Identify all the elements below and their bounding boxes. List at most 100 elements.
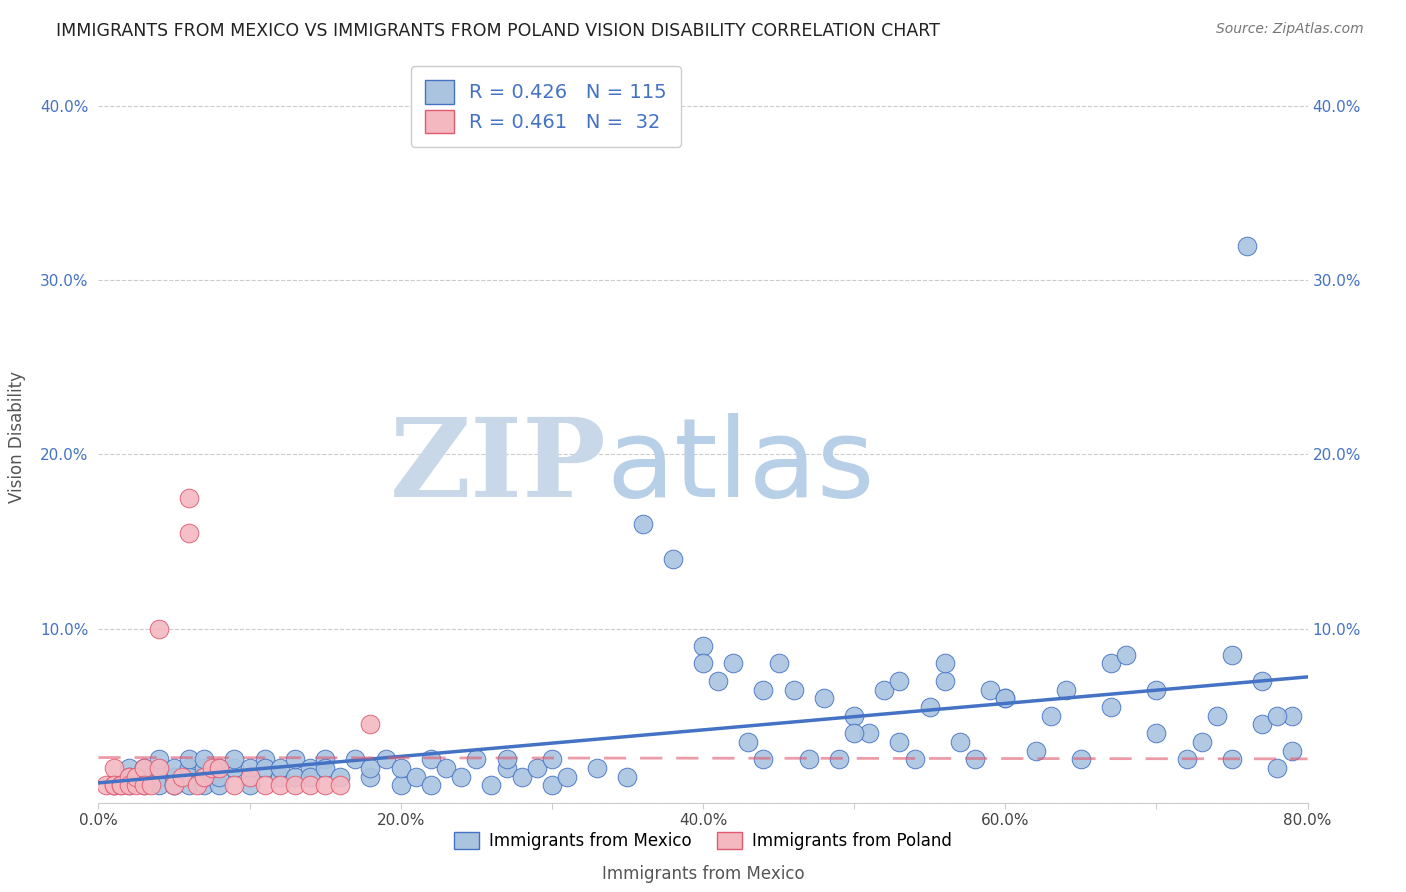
Point [904,752,927,766]
Point [1191,735,1213,749]
Point [495,761,517,775]
Point [934,657,956,671]
Point [797,752,820,766]
Point [284,770,307,784]
Text: ZIP: ZIP [389,413,606,520]
Point [1236,238,1258,252]
Text: atlas: atlas [606,413,875,520]
Point [692,639,714,653]
Point [110,778,132,792]
Point [1281,743,1303,757]
Point [329,778,352,792]
Point [1024,743,1046,757]
Point [132,778,155,792]
Point [1267,708,1289,723]
Point [193,770,215,784]
Point [132,770,155,784]
Point [253,778,276,792]
Point [193,770,215,784]
Point [813,691,835,706]
Point [125,770,148,784]
Point [148,770,170,784]
Point [783,682,806,697]
Point [752,682,775,697]
Point [495,752,517,766]
Point [253,761,276,775]
Point [118,778,141,792]
Point [103,778,125,792]
Point [253,752,276,766]
Point [374,752,396,766]
Legend: Immigrants from Mexico, Immigrants from Poland: Immigrants from Mexico, Immigrants from … [447,825,959,857]
Point [1039,708,1062,723]
Point [148,778,170,792]
Point [186,778,208,792]
Point [141,778,163,792]
Point [118,770,141,784]
Point [103,778,125,792]
Point [1206,708,1229,723]
Point [1054,682,1077,697]
Point [163,770,186,784]
Point [979,682,1001,697]
Point [132,761,155,775]
Point [420,752,443,766]
Point [179,778,201,792]
Point [269,778,291,792]
Point [768,657,790,671]
Point [148,622,170,636]
Point [389,778,412,792]
Point [208,761,231,775]
Point [179,770,201,784]
Point [934,673,956,688]
Point [110,778,132,792]
Point [510,770,533,784]
Point [208,770,231,784]
Point [434,761,457,775]
Point [752,752,775,766]
Point [179,525,201,540]
Point [284,752,307,766]
Point [586,761,609,775]
Point [918,700,941,714]
Legend: R = 0.426   N = 115, R = 0.461   N =  32: R = 0.426 N = 115, R = 0.461 N = 32 [411,66,681,147]
Point [1267,761,1289,775]
Point [707,673,730,688]
Text: Immigrants from Mexico: Immigrants from Mexico [602,864,804,882]
Point [299,761,322,775]
Point [269,770,291,784]
Point [360,761,382,775]
Point [1220,752,1243,766]
Point [389,761,412,775]
Point [239,770,262,784]
Point [965,752,987,766]
Point [314,752,336,766]
Point [1220,648,1243,662]
Point [118,778,141,792]
Point [148,761,170,775]
Point [118,761,141,775]
Point [1115,648,1137,662]
Point [269,761,291,775]
Point [224,752,246,766]
Point [132,761,155,775]
Text: Source: ZipAtlas.com: Source: ZipAtlas.com [1216,22,1364,37]
Point [360,770,382,784]
Point [1144,682,1167,697]
Point [465,752,488,766]
Point [179,491,201,505]
Point [284,778,307,792]
Point [314,761,336,775]
Point [103,778,125,792]
Point [450,770,472,784]
Point [179,761,201,775]
Point [163,778,186,792]
Point [692,657,714,671]
Point [889,735,911,749]
Point [314,778,336,792]
Point [132,761,155,775]
Point [844,708,866,723]
Point [405,770,427,784]
Point [344,752,367,766]
Point [94,778,117,792]
